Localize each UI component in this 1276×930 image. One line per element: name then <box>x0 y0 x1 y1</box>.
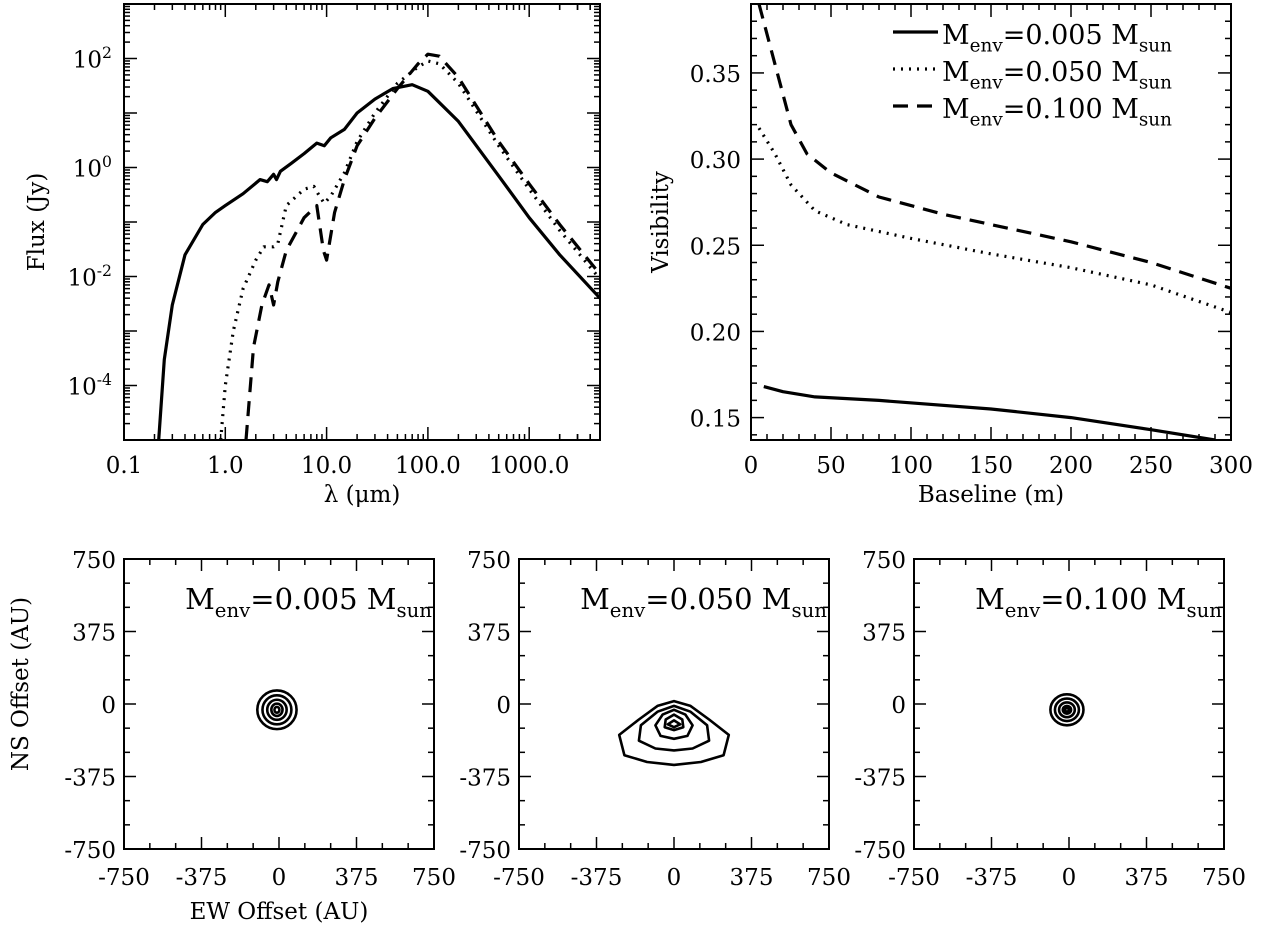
image-ytick-label: -750 <box>64 838 116 864</box>
image-xtick-label: 0 <box>1062 865 1077 891</box>
image-xtick-label: 0 <box>272 865 287 891</box>
visibility-xlabel: Baseline (m) <box>918 482 1064 508</box>
sed-xtick-label: 1.0 <box>207 453 244 479</box>
legend-entry-label: Menv=0.005 Msun <box>942 20 1172 57</box>
sed-ytick-label: 102 <box>73 43 112 74</box>
sed-xlabel: λ (μm) <box>324 482 401 508</box>
image-ytick-label: -375 <box>459 766 511 792</box>
image-ytick-label: 750 <box>72 548 116 574</box>
visibility-series-dashed <box>757 4 1231 290</box>
contour-level <box>1063 706 1071 713</box>
sed-series-dotted <box>219 59 600 440</box>
visibility-xtick-label: 150 <box>969 453 1013 479</box>
sed-series-solid <box>157 83 600 440</box>
image-ytick-label: 0 <box>496 693 511 719</box>
visibility-ytick-label: 0.15 <box>690 407 741 433</box>
contour-level <box>663 713 685 732</box>
visibility-xtick-label: 250 <box>1129 453 1173 479</box>
image-xtick-label: 375 <box>1125 865 1169 891</box>
legend-entry-label: Menv=0.100 Msun <box>942 94 1172 131</box>
visibility-xtick-label: 0 <box>744 453 759 479</box>
sed-ytick-label: 100 <box>73 152 112 183</box>
sed-ytick-label: 10-4 <box>67 370 112 401</box>
image-xtick-label: 375 <box>335 865 379 891</box>
contour-level <box>1061 704 1073 715</box>
image-ytick-label: -750 <box>854 838 906 864</box>
sed-ytick-label: 10-2 <box>67 261 112 292</box>
image-panel-title: Menv=0.005 Msun <box>185 582 432 622</box>
contour-level <box>265 698 288 722</box>
visibility-ytick-label: 0.20 <box>690 320 741 346</box>
sed-xtick-label: 100.0 <box>395 453 461 479</box>
visibility-ytick-label: 0.30 <box>690 148 741 174</box>
contour-level <box>1049 693 1085 727</box>
image-panel-title: Menv=0.050 Msun <box>580 582 827 622</box>
image-xtick-label: 750 <box>412 865 456 891</box>
sed-series-dashed <box>244 52 600 440</box>
image-panel-title: Menv=0.100 Msun <box>975 582 1222 622</box>
visibility-xtick-label: 200 <box>1049 453 1093 479</box>
sed-xtick-label: 1000.0 <box>489 453 569 479</box>
image-xtick-label: -375 <box>966 865 1018 891</box>
contour-level <box>261 693 293 726</box>
image-xtick-label: -375 <box>571 865 623 891</box>
contour-level <box>617 699 731 767</box>
image-ytick-label: 375 <box>862 621 906 647</box>
contour-level <box>273 705 281 714</box>
visibility-series-dotted <box>757 127 1231 315</box>
image-ytick-label: -750 <box>459 838 511 864</box>
visibility-ytick-label: 0.25 <box>690 234 741 260</box>
visibility-series-solid <box>763 385 1216 440</box>
contour-level <box>255 689 298 731</box>
contour-level <box>270 702 284 718</box>
image-ytick-label: -375 <box>64 766 116 792</box>
image-xtick-label: -750 <box>98 865 150 891</box>
image-ytick-label: 375 <box>467 621 511 647</box>
image-xtick-label: -750 <box>493 865 545 891</box>
visibility-xtick-label: 50 <box>816 453 845 479</box>
contour-level <box>1057 701 1077 719</box>
image-xtick-label: -750 <box>888 865 940 891</box>
image-xtick-label: 375 <box>730 865 774 891</box>
sed-xtick-label: 10.0 <box>301 453 352 479</box>
image-xtick-label: 0 <box>667 865 682 891</box>
contour-level <box>637 704 711 752</box>
visibility-plot-frame <box>750 3 1232 441</box>
image-ytick-label: 750 <box>467 548 511 574</box>
visibility-xtick-label: 300 <box>1209 453 1253 479</box>
image-ytick-label: 750 <box>862 548 906 574</box>
image-xtick-label: 750 <box>807 865 851 891</box>
image-ytick-label: 0 <box>101 693 116 719</box>
sed-ylabel: Flux (Jy) <box>24 173 50 272</box>
image-ytick-label: 375 <box>72 621 116 647</box>
sed-plot-frame <box>123 3 601 441</box>
contour-level <box>654 708 694 741</box>
image-xtick-label: 750 <box>1202 865 1246 891</box>
image-xtick-label: -375 <box>176 865 228 891</box>
image-ytick-label: -375 <box>854 766 906 792</box>
contour-level <box>666 719 682 729</box>
image-ytick-label: 0 <box>891 693 906 719</box>
image-ylabel: NS Offset (AU) <box>8 597 34 771</box>
sed-xtick-label: 0.1 <box>106 453 143 479</box>
visibility-ytick-label: 0.35 <box>690 62 741 88</box>
visibility-xtick-label: 100 <box>889 453 933 479</box>
contour-level <box>1053 697 1081 723</box>
visibility-ylabel: Visibility <box>648 171 674 274</box>
image-xlabel: EW Offset (AU) <box>190 899 369 925</box>
legend-entry-label: Menv=0.050 Msun <box>942 57 1172 94</box>
